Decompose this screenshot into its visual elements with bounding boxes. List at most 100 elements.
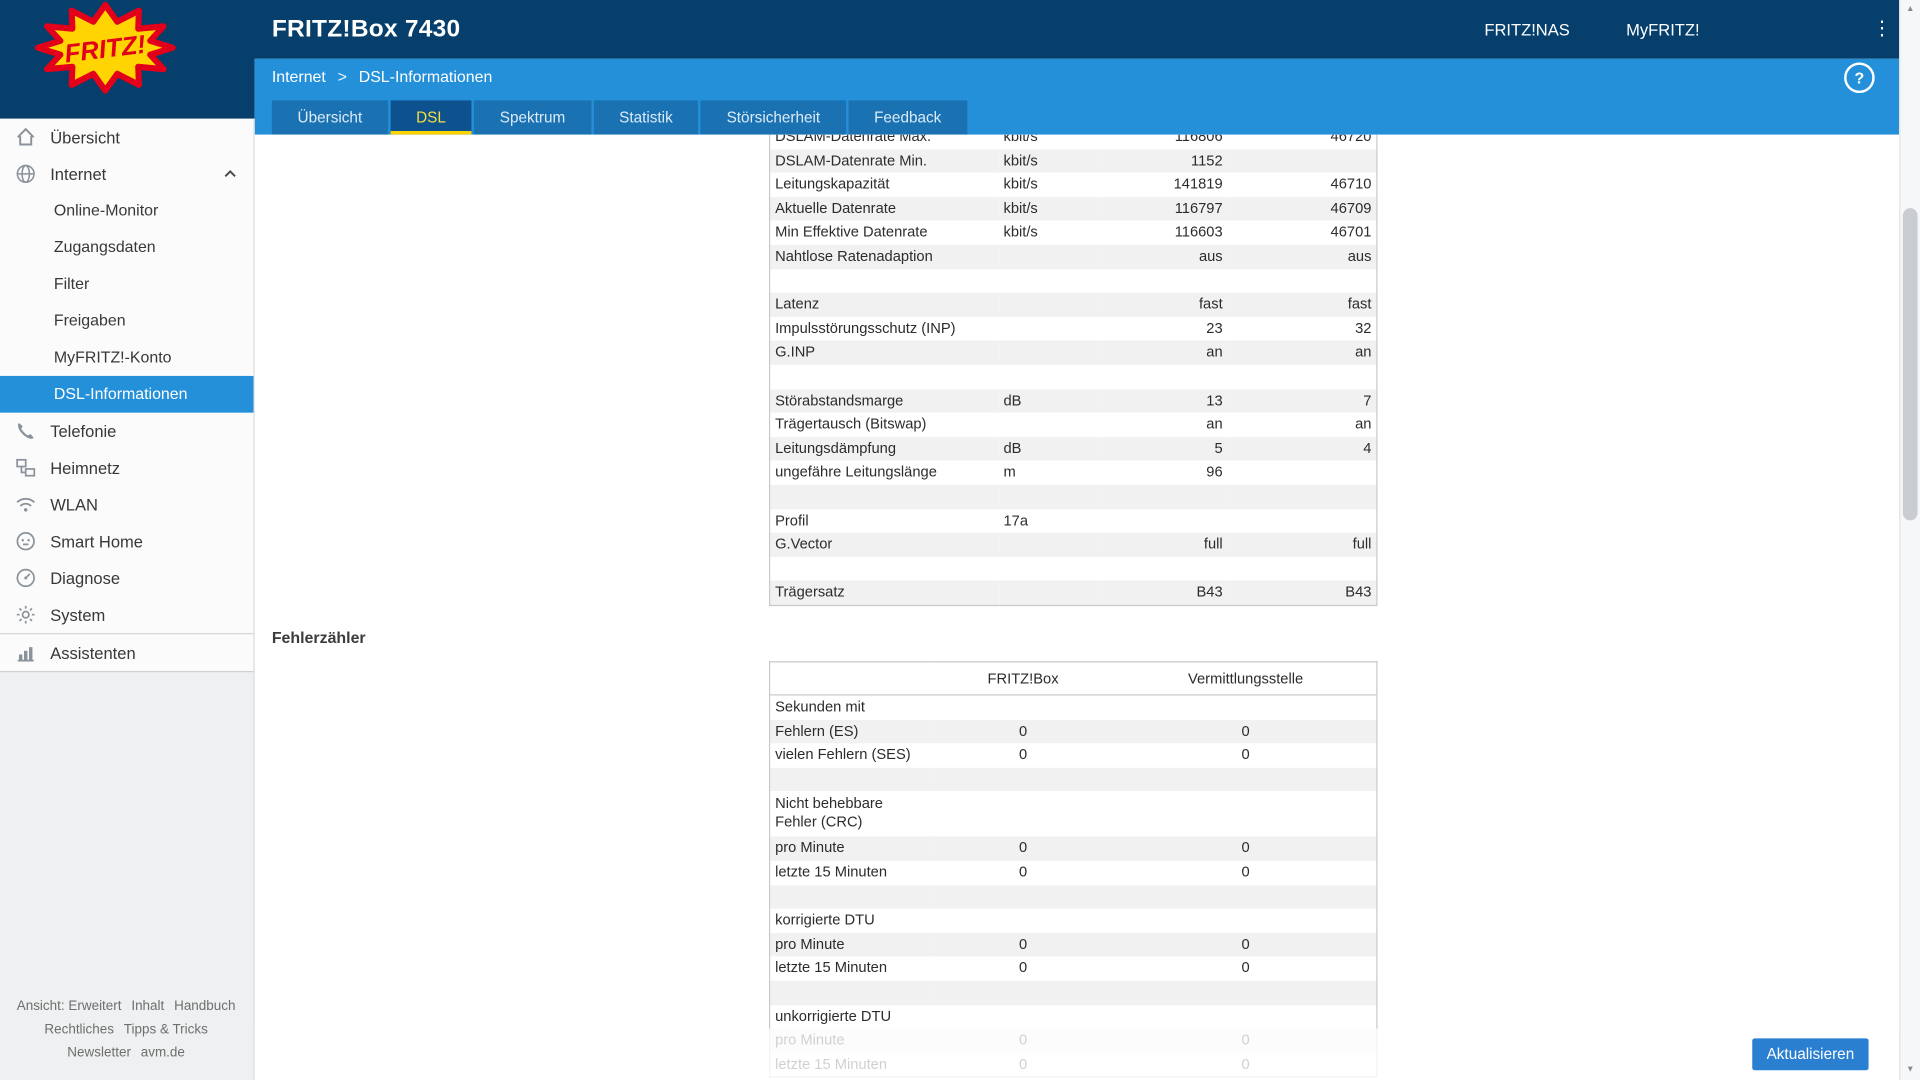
dsl-row-label: Latenz [775, 295, 820, 313]
error-row-exchange-value: 0 [1241, 863, 1250, 881]
dsl-row-fritzbox-value: 116806 [1174, 134, 1223, 145]
dsl-row-exchange-value: fast [1347, 295, 1372, 313]
sidebar-item-assistenten[interactable]: Assistenten [0, 633, 254, 671]
dsl-row-label [770, 557, 999, 581]
error-row-exchange-value [1115, 767, 1377, 791]
error-row-label [770, 885, 932, 909]
tab-stoersicherheit[interactable]: Störsicherheit [700, 100, 846, 135]
sidebar-item-label: Assistenten [50, 643, 136, 662]
logo-starburst [34, 1, 176, 94]
sidebar-item-heimnetz[interactable]: Heimnetz [0, 449, 253, 486]
scroll-down-icon[interactable]: ▼ [1905, 1065, 1915, 1074]
dsl-row-fritzbox-value [1097, 365, 1228, 389]
sidebar-item-label: Telefonie [50, 421, 117, 441]
dsl-spacer-row [770, 269, 1377, 293]
sidebar-item-internet[interactable]: Internet [0, 156, 253, 193]
dsl-row-label: Störabstandsmarge [775, 391, 904, 409]
kebab-menu-icon[interactable]: ⋮ [1872, 18, 1892, 40]
error-row-label: Nicht behebbare Fehler (CRC) [775, 795, 883, 831]
fritz-logo[interactable]: FRITZ! [34, 1, 176, 94]
error-row: Fehlern (ES) 0 0 [769, 719, 1377, 744]
dsl-row-fritzbox-value: 13 [1206, 391, 1223, 409]
dsl-row-exchange-value [1228, 509, 1377, 533]
sidebar-subitem-myfritz-konto[interactable]: MyFRITZ!-Konto [53, 347, 172, 367]
error-row-fritzbox-value [931, 981, 1115, 1005]
footer-link[interactable]: Inhalt [131, 999, 165, 1014]
sidebar-subitem-dsl-informationen[interactable]: DSL-Informationen [0, 375, 254, 413]
sidebar-menu: Übersicht Internet Online-Monitor Zugangsda… [0, 118, 254, 673]
dsl-row-fritzbox-value [1097, 557, 1228, 581]
footer-link[interactable]: Newsletter [67, 1045, 131, 1061]
error-row-exchange-value: 0 [1241, 935, 1250, 953]
dsl-spacer-row [769, 484, 1377, 509]
footer-link[interactable]: Ansicht: Erweitert [16, 999, 122, 1014]
dsl-row-fritzbox-value: 5 [1214, 439, 1223, 457]
dsl-row-fritzbox-value: 23 [1206, 319, 1223, 337]
dsl-row-unit: kbit/s [1003, 223, 1038, 241]
error-row: korrigierte DTU [770, 909, 1377, 933]
tab-uebersicht[interactable]: Übersicht [271, 100, 388, 135]
dsl-row-fritzbox-value: 96 [1206, 463, 1223, 481]
vertical-scrollbar[interactable]: ▲ ▼ [1899, 0, 1920, 1080]
tab-feedback[interactable]: Feedback [848, 100, 968, 135]
dsl-row: Latenz fast fast [769, 292, 1377, 317]
sidebar-item-system[interactable]: System [0, 596, 253, 633]
myfritz-link[interactable]: MyFRITZ! [1626, 20, 1700, 39]
sidebar-item-telefonie[interactable]: Telefonie [0, 413, 253, 450]
tab-dsl[interactable]: DSL [390, 100, 472, 135]
scrollbar-thumb[interactable] [1902, 208, 1918, 521]
dsl-row-label [770, 485, 999, 509]
tab-bar: Übersicht DSL Spektrum Statistik Störsicherh… [271, 100, 968, 135]
dsl-row-label [770, 365, 999, 389]
error-row: letzte 15 Minuten 0 0 [770, 957, 1377, 981]
sidebar-subitem-zugangsdaten[interactable]: Zugangsdaten [53, 237, 156, 256]
dsl-spacer-row [770, 557, 1377, 581]
dsl-row-exchange-value [1228, 149, 1377, 173]
fritz-logo-svg: FRITZ! [34, 1, 176, 94]
wifi-icon [15, 493, 39, 515]
dsl-row-fritzbox-value [1097, 485, 1228, 509]
dsl-row-fritzbox-value: fast [1198, 295, 1223, 313]
dsl-row: G.INP an an [769, 340, 1377, 365]
sidebar-item-wlan[interactable]: WLAN [0, 486, 253, 523]
dsl-row-exchange-value: 46720 [1330, 134, 1372, 145]
sidebar-item-diagnose[interactable]: Diagnose [0, 560, 253, 597]
error-row-exchange-value: 0 [1241, 959, 1250, 977]
footer-link[interactable]: Rechtliches [44, 1022, 114, 1038]
sidebar-footer-line: Newsletter avm.de [0, 1042, 252, 1065]
dsl-row-exchange-value: 46710 [1330, 175, 1372, 193]
sidebar-item-uebersicht[interactable]: Übersicht [0, 119, 253, 156]
footer-link[interactable]: Handbuch [174, 999, 236, 1014]
tab-spektrum[interactable]: Spektrum [474, 100, 591, 135]
error-row-label: letzte 15 Minuten [775, 959, 888, 977]
error-row-exchange-value [1115, 791, 1377, 836]
dsl-table-body: DSLAM-Datenrate Max. kbit/s 116806 46720 DSL… [769, 134, 1377, 606]
tab-statistik[interactable]: Statistik [593, 100, 699, 135]
dsl-row-unit [999, 581, 1097, 606]
dsl-row: Aktuelle Datenrate kbit/s 116797 46709 [769, 196, 1377, 221]
sidebar-subitem-freigaben[interactable]: Freigaben [53, 311, 126, 330]
error-spacer-row [769, 980, 1377, 1005]
footer-link[interactable]: avm.de [140, 1045, 185, 1061]
fritznas-link[interactable]: FRITZ!NAS [1484, 20, 1570, 39]
bottom-action-bar: Aktualisieren [254, 1028, 1900, 1080]
dsl-row-label: G.Vector [775, 535, 833, 553]
breadcrumb-internet[interactable]: Internet [271, 67, 326, 86]
breadcrumb: Internet > DSL-Informationen [272, 67, 492, 85]
sidebar-subitem-online-monitor[interactable]: Online-Monitor [53, 200, 159, 220]
dsl-row-fritzbox-value: 116797 [1174, 199, 1223, 217]
footer-link[interactable]: Tipps & Tricks [123, 1022, 208, 1038]
sidebar-subitem-filter[interactable]: Filter [53, 274, 90, 293]
refresh-button[interactable]: Aktualisieren [1752, 1038, 1869, 1071]
dsl-row-label: Min Effektive Datenrate [775, 223, 928, 241]
breadcrumb-current: DSL-Informationen [358, 67, 493, 86]
error-row-label: pro Minute [775, 935, 845, 953]
error-row-label: pro Minute [775, 839, 845, 857]
scroll-up-icon[interactable]: ▲ [1905, 4, 1915, 14]
dsl-row-fritzbox-value: aus [1198, 247, 1223, 265]
dsl-row-unit: m [1003, 463, 1016, 481]
help-icon[interactable]: ? [1844, 62, 1875, 94]
sidebar-item-smart-home[interactable]: Smart Home [0, 523, 253, 560]
sidebar-item-label: Diagnose [50, 568, 121, 588]
